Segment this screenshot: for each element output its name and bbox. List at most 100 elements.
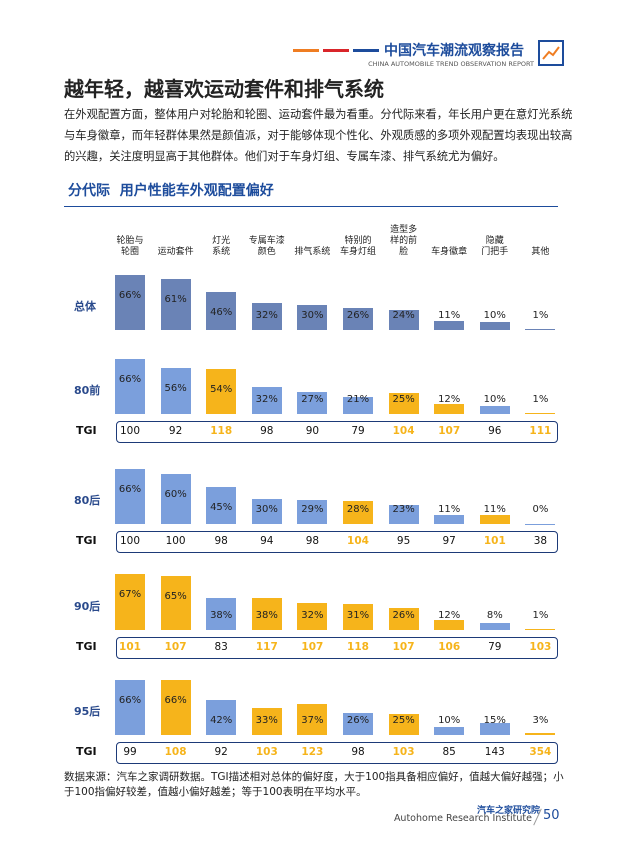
bar <box>160 474 191 524</box>
bar <box>388 608 419 630</box>
category-label: 车身徽章 <box>431 247 468 257</box>
tgi-value: 118 <box>210 425 233 437</box>
bar <box>525 329 556 331</box>
value-label: 27% <box>301 394 324 405</box>
bar <box>343 713 373 735</box>
bar <box>525 413 556 415</box>
bar <box>297 499 328 524</box>
category-label: 灯光 系统 <box>212 236 231 257</box>
bar <box>479 321 510 330</box>
deco-bar <box>293 49 319 52</box>
value-label: 1% <box>532 610 549 621</box>
value-label: 66% <box>118 374 142 386</box>
bar <box>206 369 237 414</box>
bar <box>388 504 419 524</box>
value-label: 3% <box>532 715 549 726</box>
bar <box>434 726 465 735</box>
tgi-value: 104 <box>347 535 369 547</box>
bar <box>479 722 510 735</box>
tgi-value: 92 <box>168 425 183 437</box>
value-label: 32% <box>255 310 278 321</box>
value-label: 38% <box>255 610 278 621</box>
tgi-value: 83 <box>214 641 228 653</box>
bar <box>206 700 237 735</box>
category-label: 特别的 车身灯组 <box>339 236 376 257</box>
bar <box>251 598 282 630</box>
tgi-value: 101 <box>483 535 506 547</box>
value-label: 24% <box>392 310 415 321</box>
value-label: 65% <box>164 591 187 603</box>
row-label: 总体 <box>74 300 96 313</box>
page-number: 50 <box>543 808 560 823</box>
category-label: 运动套件 <box>157 247 194 257</box>
bar <box>160 279 191 330</box>
tgi-value: 98 <box>305 535 320 547</box>
value-label: 30% <box>301 310 324 321</box>
bar <box>434 404 465 414</box>
bar <box>343 308 373 330</box>
value-label: 46% <box>210 306 233 318</box>
tgi-value: 79 <box>488 641 502 653</box>
value-label: 11% <box>438 310 461 321</box>
bar <box>434 620 465 630</box>
value-label: 32% <box>255 394 278 405</box>
value-label: 66% <box>118 290 142 302</box>
tgi-value: 118 <box>347 641 369 653</box>
value-label: 11% <box>483 504 506 515</box>
tgi-value: 103 <box>392 746 415 758</box>
value-label: 66% <box>164 695 187 707</box>
bar <box>251 707 282 735</box>
value-label: 45% <box>210 501 233 513</box>
bar <box>251 499 282 524</box>
tgi-value: 111 <box>529 425 552 437</box>
tgi-label: TGI <box>76 745 97 758</box>
value-label: 12% <box>438 610 461 621</box>
tgi-value: 38 <box>533 535 548 547</box>
value-label: 10% <box>438 715 461 726</box>
bar <box>343 396 373 414</box>
value-label: 12% <box>438 394 461 405</box>
bar <box>343 500 373 524</box>
value-label: 1% <box>532 394 549 405</box>
tgi-value: 95 <box>396 535 411 547</box>
tgi-label: TGI <box>76 534 97 547</box>
value-label: 60% <box>164 489 187 501</box>
tgi-value: 94 <box>260 535 274 547</box>
category-label: 轮胎与 轮圈 <box>116 236 144 257</box>
bar <box>115 469 145 524</box>
bar <box>343 604 373 630</box>
value-label: 32% <box>301 610 324 621</box>
tgi-value: 97 <box>442 535 456 547</box>
tgi-value: 85 <box>442 746 456 758</box>
bar <box>160 367 191 414</box>
tgi-value: 107 <box>301 641 324 653</box>
tgi-value: 98 <box>351 746 365 758</box>
header-icon <box>538 40 564 66</box>
bar <box>388 393 419 414</box>
value-label: 25% <box>392 715 415 726</box>
bar <box>115 275 145 330</box>
tgi-value: 98 <box>260 425 274 437</box>
value-label: 28% <box>346 504 370 515</box>
tgi-value: 100 <box>119 535 141 547</box>
tgi-box <box>116 421 558 443</box>
footnote: 数据来源：汽车之家调研数据。TGI描述相对总体的偏好度，大于100指具备相应偏好… <box>64 771 564 798</box>
tgi-value: 106 <box>438 641 461 653</box>
row-label: 80前 <box>74 384 101 397</box>
tgi-label: TGI <box>76 640 97 653</box>
value-label: 26% <box>346 715 370 726</box>
bar <box>434 514 465 524</box>
value-label: 29% <box>301 504 324 515</box>
tgi-label: TGI <box>76 424 97 437</box>
value-label: 33% <box>255 715 278 726</box>
value-label: 0% <box>532 504 549 515</box>
tgi-box <box>116 637 558 659</box>
bar <box>434 320 465 330</box>
chart-title: 分代际 用户性能车外观配置偏好 <box>68 183 274 199</box>
value-label: 54% <box>210 384 233 396</box>
bar <box>206 486 237 524</box>
bar <box>525 732 556 735</box>
tgi-value: 99 <box>123 746 137 758</box>
tgi-value: 101 <box>119 641 141 653</box>
